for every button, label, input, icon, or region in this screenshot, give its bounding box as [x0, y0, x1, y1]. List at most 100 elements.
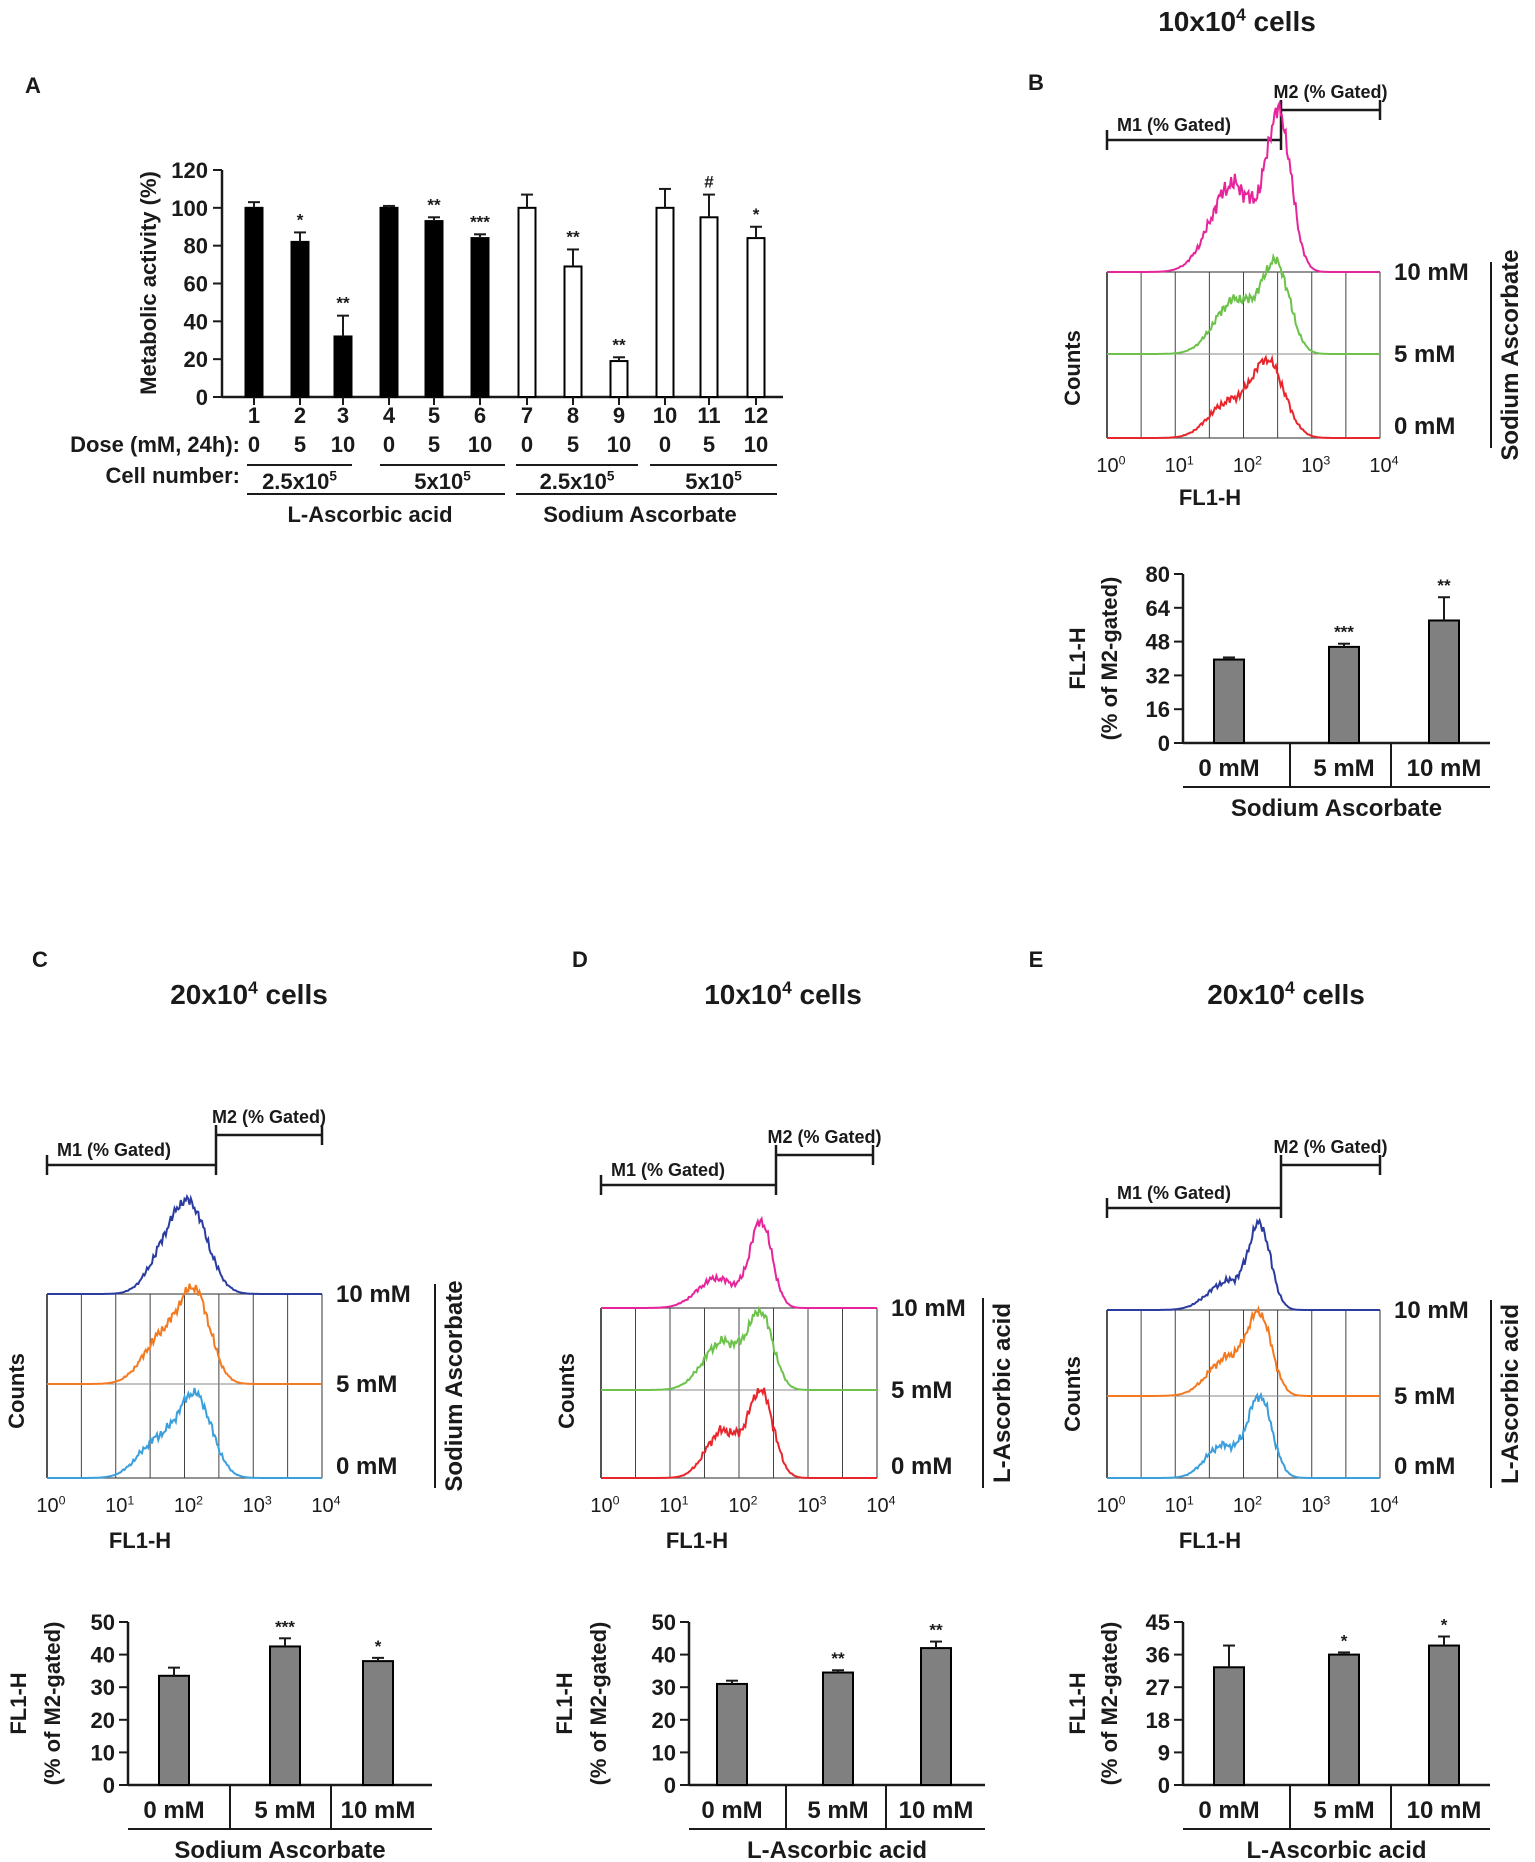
y-tick-label: 100 [171, 196, 208, 221]
dose-label: 5 [703, 432, 715, 457]
x-tick-label: 8 [567, 403, 579, 428]
cell-number-label: Cell number: [106, 463, 240, 488]
x-tick-label: 104 [866, 1493, 895, 1517]
y-axis-label-2: (% of M2-gated) [1097, 577, 1122, 741]
y-tick-label: 9 [1158, 1740, 1170, 1765]
cell-number-value: 2.5x105 [262, 469, 337, 494]
bar [1328, 1653, 1360, 1786]
dose-label: 10 [744, 432, 768, 457]
group-label: Sodium Ascorbate [174, 1837, 385, 1862]
y-tick-label: 20 [91, 1708, 115, 1733]
panel-title: 20x104 cells [1207, 977, 1365, 1010]
x-tick-label: 4 [383, 403, 396, 428]
x-tick-label: 101 [105, 1493, 134, 1517]
histogram-trace [47, 1283, 322, 1385]
panel-bar-chart: 0 10 20 30 40 50 FL1-H (% of M2-gated) 0 mM ** 5 m… [552, 1610, 985, 1862]
significance-mark: * [375, 1637, 382, 1656]
x-tick-label: 103 [797, 1493, 826, 1517]
x-tick-label: 5 mM [807, 1797, 868, 1824]
bar [290, 240, 310, 398]
bar [470, 237, 490, 398]
hist-y-label: Counts [554, 1353, 579, 1429]
panel-letter-b: B [1028, 70, 1044, 95]
y-tick-label: 10 [652, 1740, 676, 1765]
x-tick-label: 102 [174, 1493, 203, 1517]
y-tick-label: 80 [184, 234, 208, 259]
x-tick-label: 104 [1369, 1493, 1398, 1517]
bar [1328, 645, 1360, 744]
x-tick-label: 103 [243, 1493, 272, 1517]
gate-m1-label: M1 (% Gated) [611, 1160, 725, 1180]
dose-label: 0 [248, 432, 260, 457]
dose-label: 10 [331, 432, 355, 457]
dose-label: 10 [468, 432, 492, 457]
significance-mark: *** [1334, 623, 1354, 642]
dose-label: 10 [607, 432, 631, 457]
x-tick-label: 101 [1165, 1493, 1194, 1517]
significance-mark: ** [929, 1621, 943, 1640]
significance-mark: * [297, 210, 304, 229]
treatment-label: Sodium Ascorbate [441, 1280, 468, 1491]
x-tick-label: 10 mM [899, 1797, 974, 1824]
y-tick-label: 36 [1146, 1643, 1170, 1668]
x-tick-label: 0 mM [701, 1797, 762, 1824]
dose-label: 5 mM [336, 1371, 397, 1398]
bar [1213, 658, 1245, 745]
y-tick-label: 16 [1146, 697, 1170, 722]
dose-label: 5 [428, 432, 440, 457]
bar [822, 1671, 854, 1787]
bar [1428, 619, 1460, 744]
histogram-overlay: 100 101 102 103 104 FL1-H Counts 10 mM 5 mM 0 mM S… [1060, 99, 1524, 510]
gate-m2-label: M2 (% Gated) [1273, 82, 1387, 102]
x-tick-label: 2 [294, 403, 306, 428]
dose-label: 10 mM [336, 1281, 411, 1308]
y-tick-label: 20 [184, 347, 208, 372]
y-tick-label: 30 [91, 1675, 115, 1700]
significance-mark: * [753, 205, 760, 224]
histogram-overlay: 100 101 102 103 104 FL1-H Counts 10 mM 5 mM 0 mM S… [4, 1193, 468, 1553]
dose-label: 5 [294, 432, 306, 457]
dose-label: 10 mM [891, 1295, 966, 1322]
x-tick-label: 7 [521, 403, 533, 428]
x-tick-label: 3 [337, 403, 349, 428]
y-axis-label-2: (% of M2-gated) [1097, 1622, 1122, 1786]
gate-m1-label: M1 (% Gated) [1117, 1183, 1231, 1203]
panel-letter-a: A [25, 73, 41, 98]
significance-mark: # [704, 173, 714, 192]
y-tick-label: 45 [1146, 1610, 1170, 1635]
hist-x-label: FL1-H [109, 1528, 171, 1553]
bar [699, 216, 719, 398]
panel-bar-chart: 0 16 32 48 64 80 FL1-H (% of M2-gated) 0 mM *** 5 … [1065, 562, 1490, 822]
significance-mark: * [1341, 1631, 1348, 1650]
x-tick-label: 6 [474, 403, 486, 428]
x-tick-label: 5 mM [254, 1797, 315, 1824]
histogram-overlay: 100 101 102 103 104 FL1-H Counts 10 mM 5 mM 0 mM L… [554, 1216, 1016, 1553]
panel-title: 20x104 cells [170, 977, 328, 1010]
significance-mark: ** [831, 1649, 845, 1668]
x-tick-label: 1 [248, 403, 260, 428]
group-label: Sodium Ascorbate [1231, 795, 1442, 822]
x-tick-label: 11 [697, 403, 720, 428]
x-tick-label: 0 mM [1198, 755, 1259, 782]
panel-letter-d: D [572, 947, 588, 972]
dose-label: 0 mM [1394, 1453, 1455, 1480]
bar [333, 335, 353, 399]
histogram-trace [1107, 1305, 1380, 1397]
significance-mark: * [1441, 1615, 1448, 1634]
treatment-label: L-Ascorbic acid [287, 502, 452, 527]
y-tick-label: 60 [184, 272, 208, 297]
x-tick-label: 10 mM [1407, 755, 1482, 782]
x-tick-label: 100 [1096, 1493, 1125, 1517]
x-tick-label: 100 [590, 1493, 619, 1517]
dose-label: 0 [521, 432, 533, 457]
y-tick-label: 50 [91, 1610, 115, 1635]
y-tick-label: 27 [1146, 1675, 1170, 1700]
bar [716, 1682, 748, 1786]
panel-letter-c: C [32, 947, 48, 972]
significance-mark: ** [1437, 576, 1451, 595]
y-tick-label: 40 [184, 309, 208, 334]
x-tick-label: 0 mM [1198, 1797, 1259, 1824]
